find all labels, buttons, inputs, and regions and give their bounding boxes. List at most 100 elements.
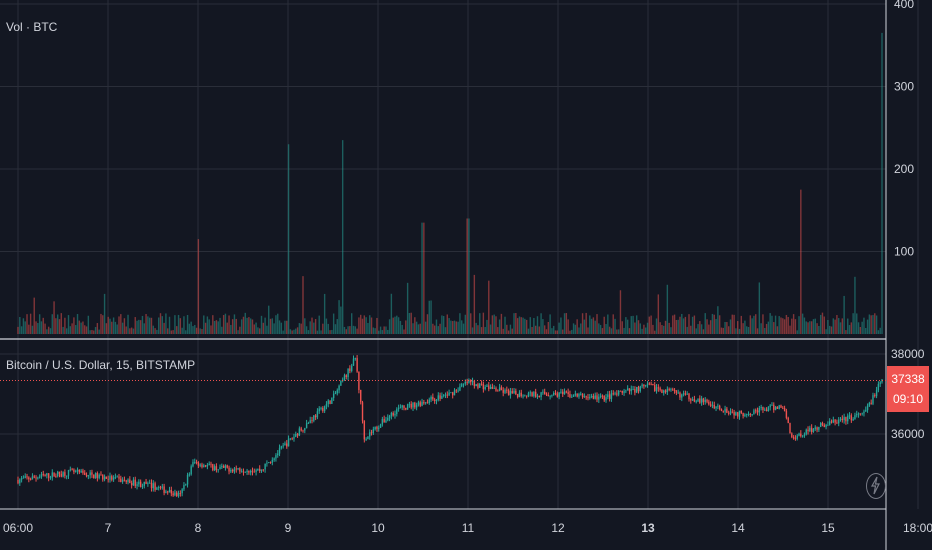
volume-bar bbox=[91, 330, 93, 334]
volume-bar bbox=[628, 328, 631, 334]
countdown-timer: 09:10 bbox=[892, 392, 924, 406]
candle-body bbox=[448, 392, 450, 396]
volume-bar bbox=[257, 327, 259, 334]
candle-body bbox=[410, 403, 412, 408]
candle-body bbox=[872, 395, 874, 404]
volume-bar bbox=[756, 328, 759, 334]
candle-body bbox=[19, 479, 21, 484]
volume-bar bbox=[300, 323, 302, 334]
candle-body bbox=[838, 419, 840, 424]
candle-body bbox=[370, 432, 373, 434]
volume-bar bbox=[174, 315, 176, 334]
candle-body bbox=[801, 435, 804, 437]
candle-body bbox=[686, 393, 688, 395]
candle-body bbox=[67, 470, 70, 476]
candle-body bbox=[630, 389, 632, 392]
candle-body bbox=[206, 465, 209, 467]
volume-bar bbox=[875, 315, 878, 334]
candle-body bbox=[825, 424, 827, 428]
volume-bar bbox=[847, 318, 849, 334]
volume-bar bbox=[397, 317, 400, 334]
volume-bar bbox=[426, 314, 429, 334]
volume-bar bbox=[66, 328, 68, 334]
volume-bar bbox=[168, 316, 171, 334]
candle-body bbox=[85, 475, 88, 477]
candle-body bbox=[381, 419, 384, 425]
volume-bar bbox=[560, 317, 562, 334]
candle-body bbox=[543, 391, 546, 395]
volume-bar bbox=[260, 315, 263, 334]
lightning-icon[interactable] bbox=[866, 473, 886, 499]
volume-bar bbox=[607, 314, 609, 334]
candle-body bbox=[565, 391, 568, 393]
volume-bar bbox=[821, 312, 824, 334]
volume-bar bbox=[682, 318, 685, 334]
volume-bar bbox=[470, 313, 472, 334]
candle-body bbox=[675, 390, 678, 393]
volume-bar bbox=[352, 325, 355, 334]
volume-bar bbox=[646, 322, 649, 334]
candle-body bbox=[511, 391, 513, 394]
price-pane-label: Bitcoin / U.S. Dollar, 15, BITSTAMP bbox=[6, 358, 196, 372]
candle-body bbox=[742, 412, 744, 417]
volume-bar bbox=[778, 316, 780, 334]
volume-bar bbox=[242, 316, 245, 334]
candle-body bbox=[843, 417, 845, 421]
volume-axis[interactable]: 400 300 200 100 bbox=[894, 0, 914, 259]
volume-bar bbox=[350, 313, 353, 334]
candle-body bbox=[875, 390, 878, 397]
volume-bar bbox=[601, 328, 604, 334]
candle-body bbox=[720, 408, 723, 411]
volume-bar bbox=[385, 326, 387, 334]
candle-body bbox=[477, 384, 479, 388]
time-axis[interactable]: 06:00 7 8 9 10 11 12 13 14 15 18:00 bbox=[3, 521, 932, 535]
candle-body bbox=[724, 408, 726, 412]
volume-bar bbox=[136, 320, 138, 334]
volume-bar bbox=[879, 327, 881, 334]
volume-bar bbox=[222, 315, 225, 334]
volume-bar bbox=[141, 315, 144, 334]
candle-body bbox=[426, 402, 429, 404]
candle-body bbox=[534, 391, 537, 397]
candle-body bbox=[507, 390, 510, 396]
candle-body bbox=[646, 383, 649, 386]
candle-body bbox=[347, 368, 349, 378]
volume-bar bbox=[268, 305, 270, 334]
volume-bar bbox=[863, 317, 865, 334]
volume-bar bbox=[865, 327, 867, 334]
volume-bar bbox=[578, 327, 580, 334]
candle-body bbox=[96, 473, 99, 478]
candle-body bbox=[268, 462, 270, 464]
volume-bar bbox=[841, 318, 844, 334]
candle-body bbox=[654, 385, 656, 391]
price-candles bbox=[17, 355, 883, 498]
candle-body bbox=[599, 395, 602, 397]
volume-bar bbox=[37, 323, 39, 334]
candle-body bbox=[38, 476, 41, 478]
volume-bar bbox=[545, 329, 548, 334]
volume-bar bbox=[571, 329, 573, 334]
volume-bar bbox=[706, 319, 708, 334]
candle-body bbox=[751, 414, 753, 415]
volume-bar bbox=[663, 325, 665, 334]
candle-body bbox=[53, 472, 55, 477]
price-axis[interactable]: 38000 36000 bbox=[891, 347, 925, 441]
volume-bar bbox=[338, 300, 340, 334]
candle-body bbox=[549, 395, 551, 397]
volume-bar bbox=[740, 315, 743, 334]
candle-body bbox=[442, 395, 445, 396]
candle-body bbox=[338, 385, 340, 391]
volume-bar bbox=[617, 329, 620, 334]
candle-body bbox=[100, 474, 102, 476]
candle-body bbox=[755, 410, 757, 412]
candle-body bbox=[278, 447, 281, 454]
candle-body bbox=[717, 405, 719, 407]
candle-body bbox=[307, 422, 310, 424]
candle-body bbox=[295, 433, 297, 437]
candle-body bbox=[242, 471, 245, 473]
candle-body bbox=[457, 390, 459, 392]
candle-body bbox=[31, 476, 34, 480]
candle-body bbox=[614, 393, 616, 395]
candle-body bbox=[493, 388, 495, 389]
